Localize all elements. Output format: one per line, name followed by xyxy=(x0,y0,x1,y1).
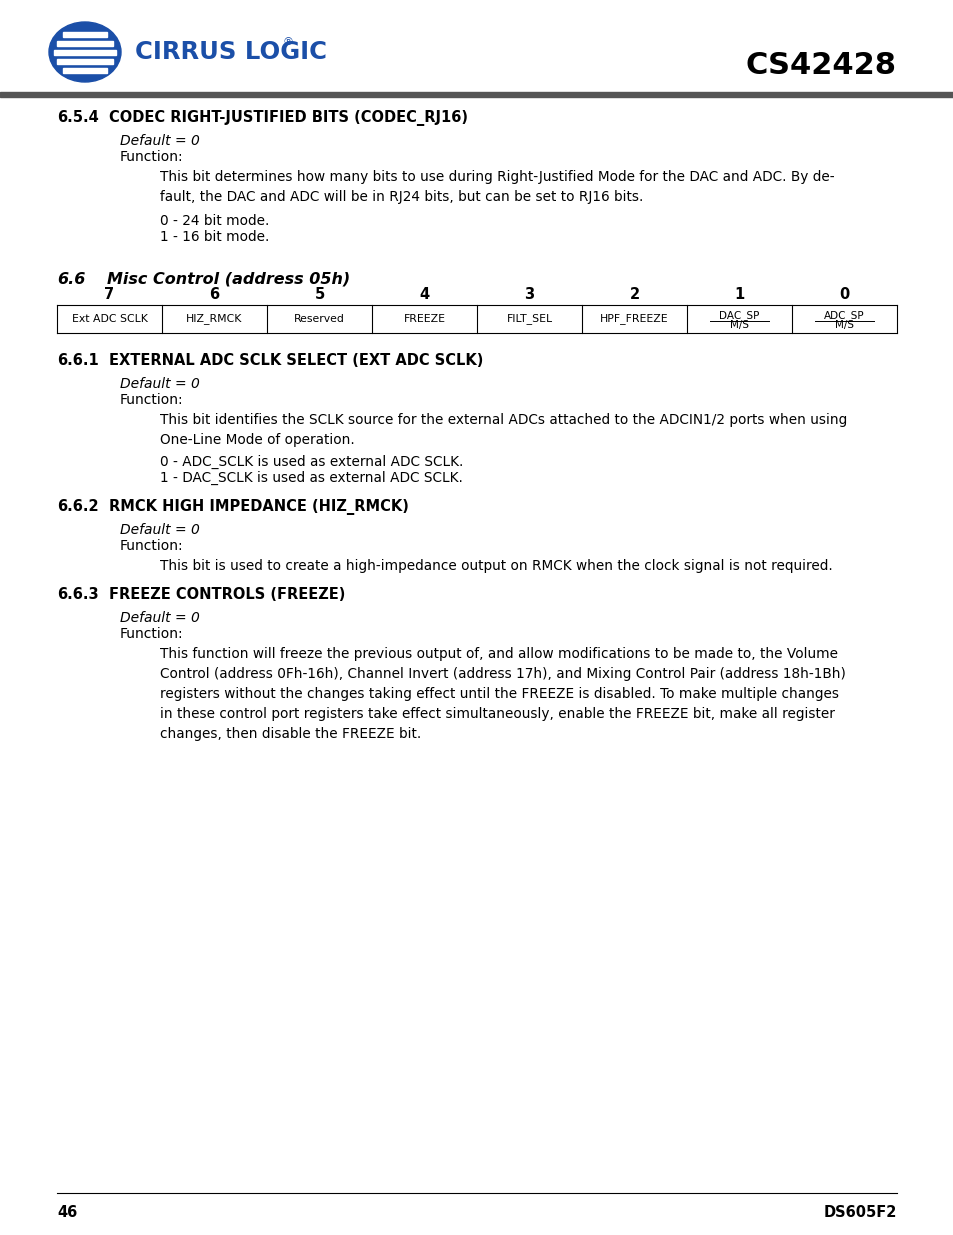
Text: DAC_SP: DAC_SP xyxy=(719,310,759,321)
Text: DS605F2: DS605F2 xyxy=(822,1205,896,1220)
Text: M/S: M/S xyxy=(729,320,748,330)
Text: CS42428: CS42428 xyxy=(745,51,896,79)
Bar xyxy=(63,32,107,37)
Text: Default = 0: Default = 0 xyxy=(120,135,200,148)
Bar xyxy=(54,49,116,54)
Text: 6: 6 xyxy=(210,287,219,303)
Text: Function:: Function: xyxy=(120,149,183,164)
Text: 1 - 16 bit mode.: 1 - 16 bit mode. xyxy=(160,230,269,245)
Text: FREEZE CONTROLS (FREEZE): FREEZE CONTROLS (FREEZE) xyxy=(109,587,345,601)
Text: Reserved: Reserved xyxy=(294,314,345,324)
Text: 4: 4 xyxy=(419,287,429,303)
Text: HPF_FREEZE: HPF_FREEZE xyxy=(599,314,668,325)
Text: This function will freeze the previous output of, and allow modifications to be : This function will freeze the previous o… xyxy=(160,647,845,741)
Text: 0 - 24 bit mode.: 0 - 24 bit mode. xyxy=(160,214,269,228)
Text: 6.6: 6.6 xyxy=(57,272,85,287)
Text: Misc Control (address 05h): Misc Control (address 05h) xyxy=(107,272,350,287)
Text: ®: ® xyxy=(283,37,294,47)
Text: RMCK HIGH IMPEDANCE (HIZ_RMCK): RMCK HIGH IMPEDANCE (HIZ_RMCK) xyxy=(109,499,409,515)
Text: 5: 5 xyxy=(314,287,324,303)
Text: 6.6.1: 6.6.1 xyxy=(57,353,99,368)
Text: 6.5.4: 6.5.4 xyxy=(57,110,99,125)
Text: CIRRUS LOGIC: CIRRUS LOGIC xyxy=(135,40,327,64)
Text: 6.6.3: 6.6.3 xyxy=(57,587,98,601)
Text: 2: 2 xyxy=(629,287,639,303)
Text: 7: 7 xyxy=(104,287,114,303)
Text: Function:: Function: xyxy=(120,627,183,641)
Text: 0 - ADC_SCLK is used as external ADC SCLK.: 0 - ADC_SCLK is used as external ADC SCL… xyxy=(160,454,463,469)
Text: CODEC RIGHT-JUSTIFIED BITS (CODEC_RJ16): CODEC RIGHT-JUSTIFIED BITS (CODEC_RJ16) xyxy=(109,110,468,126)
Text: 3: 3 xyxy=(524,287,534,303)
Text: Function:: Function: xyxy=(120,538,183,553)
Text: This bit determines how many bits to use during Right-Justified Mode for the DAC: This bit determines how many bits to use… xyxy=(160,170,834,204)
Bar xyxy=(57,58,112,63)
Text: 6.6.2: 6.6.2 xyxy=(57,499,98,514)
Text: M/S: M/S xyxy=(834,320,853,330)
Bar xyxy=(57,41,112,46)
Text: 0: 0 xyxy=(839,287,849,303)
Text: ADC_SP: ADC_SP xyxy=(823,310,864,321)
Text: Default = 0: Default = 0 xyxy=(120,611,200,625)
Text: This bit identifies the SCLK source for the external ADCs attached to the ADCIN1: This bit identifies the SCLK source for … xyxy=(160,412,846,447)
Text: 46: 46 xyxy=(57,1205,77,1220)
Bar xyxy=(63,68,107,73)
Text: FREEZE: FREEZE xyxy=(403,314,445,324)
Text: HIZ_RMCK: HIZ_RMCK xyxy=(186,314,242,325)
Text: FILT_SEL: FILT_SEL xyxy=(506,314,552,325)
Bar xyxy=(0,91,953,98)
Text: Ext ADC SCLK: Ext ADC SCLK xyxy=(71,314,148,324)
Ellipse shape xyxy=(49,22,121,82)
Text: This bit is used to create a high-impedance output on RMCK when the clock signal: This bit is used to create a high-impeda… xyxy=(160,559,832,573)
Text: Default = 0: Default = 0 xyxy=(120,377,200,391)
Text: 1: 1 xyxy=(734,287,744,303)
Text: 1 - DAC_SCLK is used as external ADC SCLK.: 1 - DAC_SCLK is used as external ADC SCL… xyxy=(160,471,462,485)
Text: Default = 0: Default = 0 xyxy=(120,522,200,537)
Text: EXTERNAL ADC SCLK SELECT (EXT ADC SCLK): EXTERNAL ADC SCLK SELECT (EXT ADC SCLK) xyxy=(109,353,483,368)
Text: Function:: Function: xyxy=(120,393,183,408)
